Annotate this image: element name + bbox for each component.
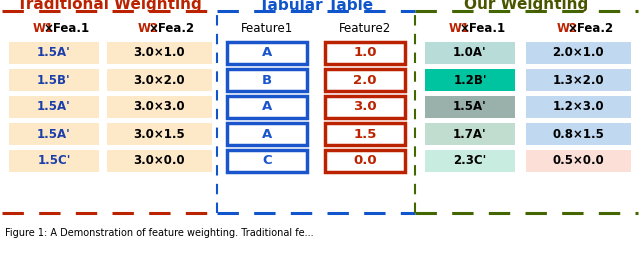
Bar (106, 123, 211, 145)
Text: ×Fea.1: ×Fea.1 (460, 22, 506, 35)
Bar (227, 150, 307, 172)
Text: Our Weighting: Our Weighting (465, 0, 589, 13)
Text: 0.5×0.0: 0.5×0.0 (552, 155, 604, 168)
Text: 1.2×3.0: 1.2×3.0 (552, 100, 604, 114)
Bar (106, 96, 211, 118)
Text: 1.5A': 1.5A' (37, 46, 71, 60)
Bar (425, 150, 515, 172)
Text: 1.3×2.0: 1.3×2.0 (552, 74, 604, 86)
Text: Feature2: Feature2 (339, 22, 391, 35)
Bar (227, 96, 307, 118)
Bar (325, 69, 405, 91)
Bar (9, 96, 99, 118)
Text: 1.5C': 1.5C' (37, 155, 70, 168)
Bar (425, 96, 515, 118)
Text: C: C (262, 155, 272, 168)
Text: 1.7A': 1.7A' (453, 128, 487, 140)
Bar (9, 69, 99, 91)
Text: B: B (262, 74, 272, 86)
Text: 1.5: 1.5 (353, 128, 377, 140)
Bar (525, 69, 630, 91)
Text: 1.5A': 1.5A' (453, 100, 487, 114)
Bar (325, 123, 405, 145)
Bar (325, 96, 405, 118)
Bar (425, 42, 515, 64)
Text: 2.3C': 2.3C' (453, 155, 486, 168)
Bar (325, 42, 405, 64)
Bar (106, 69, 211, 91)
Bar (9, 123, 99, 145)
Bar (227, 69, 307, 91)
Bar (525, 96, 630, 118)
Bar (9, 42, 99, 64)
Text: 0.8×1.5: 0.8×1.5 (552, 128, 604, 140)
Text: Tabular Table: Tabular Table (259, 0, 373, 13)
Text: ×Fea.2: ×Fea.2 (568, 22, 614, 35)
Text: 3.0: 3.0 (353, 100, 377, 114)
Text: W2: W2 (557, 22, 578, 35)
Text: 1.0A': 1.0A' (453, 46, 487, 60)
Text: W1: W1 (449, 22, 470, 35)
Text: 3.0×2.0: 3.0×2.0 (133, 74, 185, 86)
Bar (106, 150, 211, 172)
Text: 0.0: 0.0 (353, 155, 377, 168)
Text: W2: W2 (138, 22, 159, 35)
Text: 1.0: 1.0 (353, 46, 377, 60)
Text: Feature1: Feature1 (241, 22, 293, 35)
Bar (525, 123, 630, 145)
Text: A: A (262, 46, 272, 60)
Bar (325, 150, 405, 172)
Text: 1.5A': 1.5A' (37, 100, 71, 114)
Bar (525, 42, 630, 64)
Bar (525, 150, 630, 172)
Text: ×Fea.1: ×Fea.1 (44, 22, 90, 35)
Text: 1.5A': 1.5A' (37, 128, 71, 140)
Text: Figure 1: A Demonstration of feature weighting. Traditional fe...: Figure 1: A Demonstration of feature wei… (5, 228, 314, 238)
Bar (425, 123, 515, 145)
Bar (106, 42, 211, 64)
Text: 3.0×1.5: 3.0×1.5 (133, 128, 185, 140)
Text: 1.2B': 1.2B' (453, 74, 487, 86)
Text: A: A (262, 100, 272, 114)
Text: 3.0×0.0: 3.0×0.0 (133, 155, 185, 168)
Text: 3.0×3.0: 3.0×3.0 (133, 100, 185, 114)
Text: 2.0×1.0: 2.0×1.0 (552, 46, 604, 60)
Text: W1: W1 (33, 22, 54, 35)
Text: 1.5B': 1.5B' (37, 74, 71, 86)
Text: Traditional Weighting: Traditional Weighting (17, 0, 202, 13)
Text: A: A (262, 128, 272, 140)
Bar (227, 123, 307, 145)
Text: 3.0×1.0: 3.0×1.0 (133, 46, 185, 60)
Text: ×Fea.2: ×Fea.2 (148, 22, 195, 35)
Bar (425, 69, 515, 91)
Bar (227, 42, 307, 64)
Text: 2.0: 2.0 (353, 74, 377, 86)
Bar (9, 150, 99, 172)
